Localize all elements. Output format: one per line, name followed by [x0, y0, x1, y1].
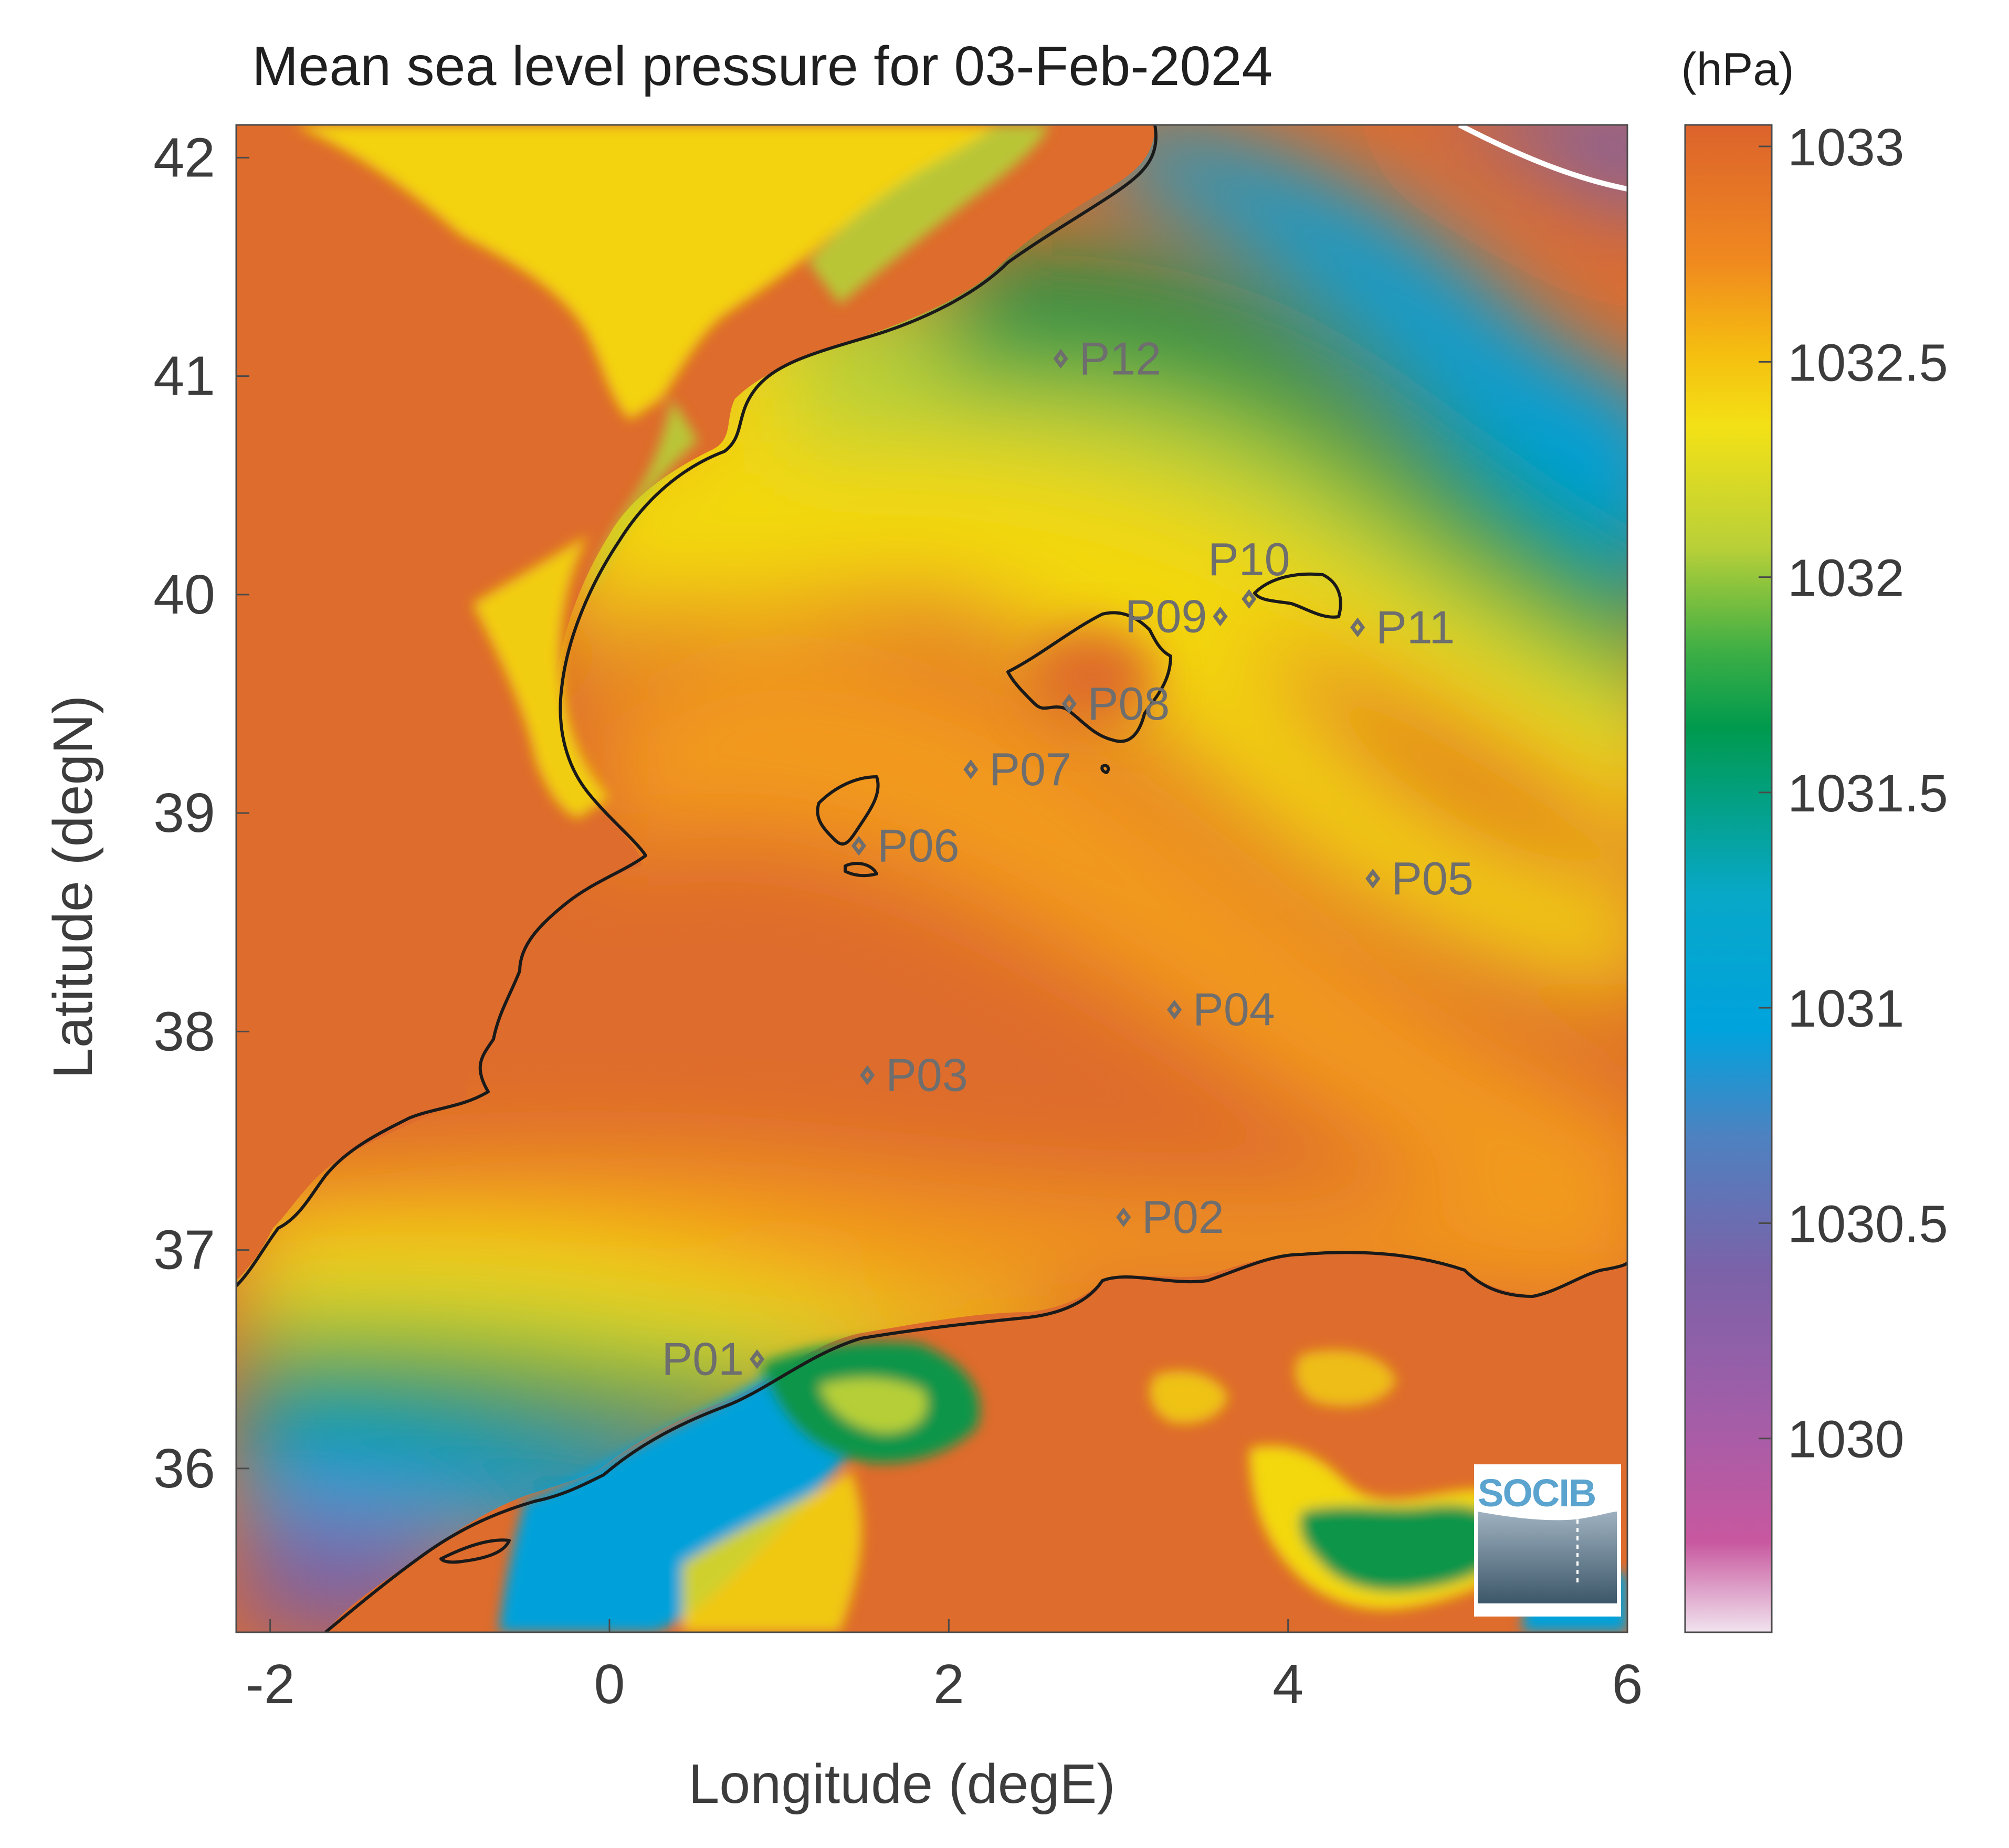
colorbar-tick-label: 1033: [1787, 118, 1904, 177]
station-marker-p10: [1242, 589, 1257, 609]
station-label-p06: P06: [877, 820, 960, 872]
station-marker-p06: [851, 836, 867, 856]
socib-logo: SOCIB: [1474, 1464, 1621, 1617]
y-tick-label: 38: [153, 1000, 215, 1062]
station-label-p07: P07: [989, 743, 1071, 795]
y-tick-label: 42: [153, 126, 215, 188]
coastlines: [236, 125, 1627, 1632]
station-marker-p03: [860, 1065, 875, 1085]
y-axis-ticks: 42 41 40 39 38 37 36: [153, 126, 249, 1499]
coastline-cabrera: [1100, 764, 1110, 774]
colorbar-tick-label: 1031: [1787, 979, 1904, 1038]
station-marker-p08: [1061, 694, 1077, 714]
station-label-p05: P05: [1391, 852, 1474, 904]
x-axis-label: Longitude (degE): [688, 1753, 1115, 1815]
station-marker-p01: [750, 1349, 765, 1369]
coastline-africa: [324, 1251, 1627, 1632]
iberia-land: [236, 125, 1155, 1281]
colorbar-tick-label: 1032.5: [1787, 333, 1948, 392]
station-label-p12: P12: [1079, 332, 1162, 384]
coastline-ibiza: [816, 775, 880, 846]
isobar-line: [1458, 125, 1627, 192]
station-label-p02: P02: [1142, 1191, 1224, 1243]
coastline-alboran: [439, 1538, 511, 1564]
station-marker-p05: [1365, 869, 1381, 889]
logo-base: [1478, 1606, 1617, 1611]
mallorca-high: [1029, 630, 1155, 724]
coastline-iberia: [236, 125, 1158, 1287]
station-marker-p11: [1350, 617, 1365, 638]
station-marker-p02: [1116, 1207, 1131, 1227]
x-tick-label: -2: [246, 1653, 295, 1715]
station-marker-p07: [963, 759, 979, 779]
iberia-coastal-fringe: [294, 125, 1050, 819]
logo-wave: [1478, 1512, 1617, 1603]
station-marker-p09: [1213, 606, 1228, 627]
y-axis-label: Latitude (degN): [42, 695, 104, 1079]
station-marker-p04: [1167, 999, 1182, 1020]
colorbar-tick-label: 1030: [1787, 1410, 1904, 1469]
station-label-p03: P03: [886, 1049, 968, 1101]
colorbar-unit: (hPa): [1681, 43, 1794, 95]
colorbar-ticks: 1033 1032.5 1032 1031.5 1031 1030.5 1030: [1759, 118, 1948, 1469]
coastline-menorca: [1253, 572, 1342, 619]
y-tick-label: 36: [153, 1438, 215, 1499]
x-tick-label: 4: [1272, 1653, 1303, 1715]
colorbar: (hPa) 1033 1032.5 1032 1031.5 1031 1030.5 1030: [1681, 43, 1948, 1633]
y-tick-label: 37: [153, 1219, 215, 1281]
station-label-p08: P08: [1088, 678, 1170, 730]
x-tick-label: 0: [594, 1653, 625, 1715]
station-label-p11: P11: [1376, 601, 1455, 653]
y-tick-label: 41: [153, 345, 215, 407]
map-title: Mean sea level pressure for 03-Feb-2024: [252, 35, 1272, 97]
y-tick-label: 40: [153, 564, 215, 626]
logo-text: SOCIB: [1478, 1471, 1595, 1515]
station-label-p01: P01: [662, 1333, 744, 1385]
plot-frame: [235, 124, 1628, 1633]
pressure-field-sea: [236, 125, 1627, 1632]
y-tick-label: 39: [153, 782, 215, 844]
coastline-mallorca: [1006, 611, 1172, 743]
colorbar-tick-label: 1032: [1787, 549, 1904, 608]
colorbar-gradient: [1684, 124, 1773, 1633]
station-label-p04: P04: [1193, 984, 1275, 1036]
station-marker-p12: [1053, 349, 1068, 369]
colorbar-tick-label: 1030.5: [1787, 1195, 1948, 1253]
x-axis-ticks: -2 0 2 4 6: [246, 1619, 1643, 1715]
africa-features: [499, 1342, 1627, 1632]
coastline-formentera: [844, 862, 878, 878]
station-label-p09: P09: [1125, 590, 1207, 642]
colorbar-tick-label: 1031.5: [1787, 764, 1948, 823]
x-tick-label: 6: [1612, 1653, 1643, 1715]
station-label-p10: P10: [1208, 533, 1290, 585]
x-tick-label: 2: [933, 1653, 964, 1715]
